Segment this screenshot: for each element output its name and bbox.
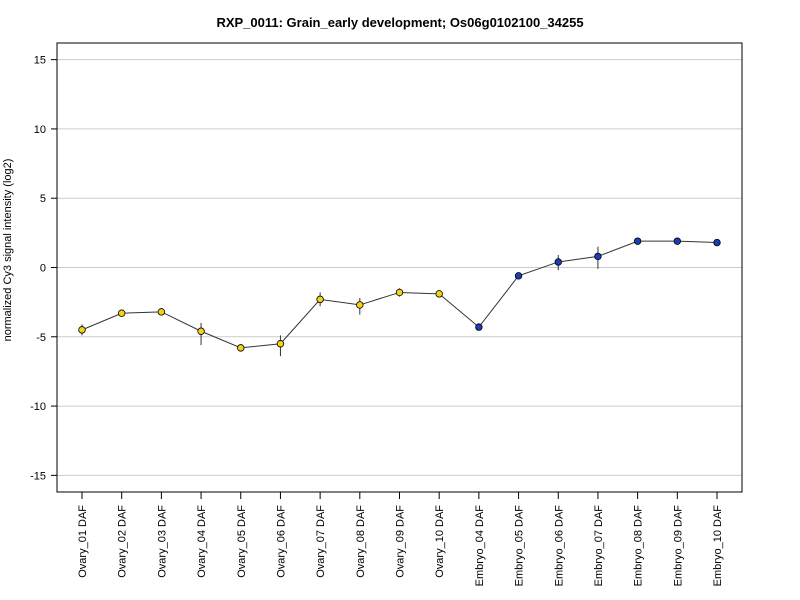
data-point — [633, 237, 642, 245]
y-tick-label: 0 — [40, 263, 46, 275]
data-point — [78, 326, 86, 334]
y-tick-label: -5 — [36, 332, 46, 344]
x-tick-label: Ovary_08 DAF — [355, 505, 367, 578]
x-tick-label: Ovary_10 DAF — [434, 505, 446, 578]
x-tick-label: Embryo_05 DAF — [514, 505, 526, 587]
data-point — [276, 340, 285, 348]
x-tick-label: Ovary_02 DAF — [117, 505, 129, 578]
x-tick-label: Ovary_04 DAF — [196, 505, 208, 578]
grid-lines — [57, 59, 742, 476]
data-point — [673, 237, 682, 245]
data-point — [356, 301, 364, 309]
x-tick-label: Embryo_10 DAF — [712, 505, 724, 587]
y-axis-label: normalized Cy3 signal intensity (log2) — [2, 159, 14, 342]
data-point — [237, 344, 245, 352]
x-tick-label: Embryo_04 DAF — [474, 505, 486, 587]
y-tick-label: 15 — [34, 55, 46, 67]
x-tick-label: Embryo_06 DAF — [553, 505, 565, 587]
x-tick-label: Embryo_08 DAF — [633, 505, 645, 587]
x-tick-label: Ovary_03 DAF — [156, 505, 168, 578]
x-tick-label: Ovary_06 DAF — [275, 505, 287, 578]
y-tick-label: 10 — [34, 124, 46, 136]
data-point — [594, 252, 602, 261]
x-tick-label: Ovary_05 DAF — [236, 505, 248, 578]
data-point — [554, 258, 562, 266]
chart-title: RXP_0011: Grain_early development; Os06g… — [216, 15, 583, 30]
data-point — [713, 238, 721, 247]
data-point — [316, 295, 324, 304]
y-tick-label: -10 — [30, 401, 46, 413]
y-tick-label: 5 — [40, 193, 46, 205]
data-point — [157, 308, 166, 316]
x-tick-label: Ovary_09 DAF — [395, 505, 407, 578]
y-tick-label: -15 — [30, 470, 46, 482]
data-point — [117, 309, 126, 317]
x-tick-label: Ovary_01 DAF — [77, 505, 89, 578]
data-point — [395, 288, 404, 297]
data-point — [514, 272, 523, 280]
x-axis: Ovary_01 DAF Ovary_02 DAF Ovary_03 DAF Ovar… — [77, 492, 724, 586]
data-point — [197, 327, 205, 335]
y-axis: -15 -10 -5 0 5 10 15 — [30, 55, 57, 482]
data-point — [435, 290, 443, 298]
data-series — [78, 237, 721, 357]
x-tick-label: Ovary_07 DAF — [315, 505, 327, 578]
data-point — [475, 323, 483, 331]
x-tick-label: Embryo_07 DAF — [593, 505, 605, 587]
x-tick-label: Embryo_09 DAF — [672, 505, 684, 587]
